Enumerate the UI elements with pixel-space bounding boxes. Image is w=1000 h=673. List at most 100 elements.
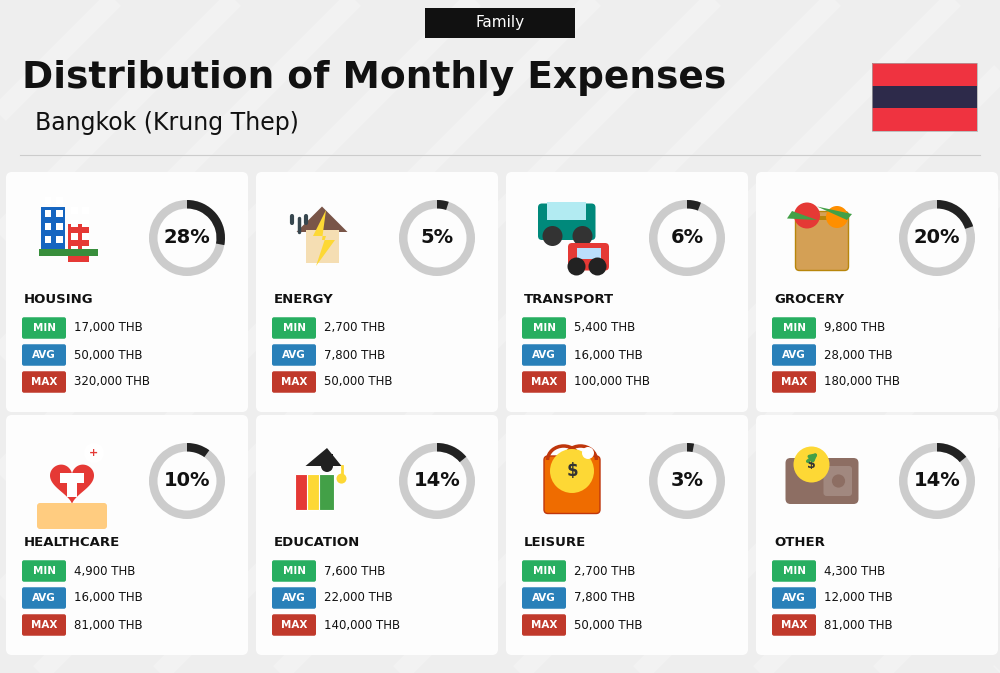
Text: 81,000 THB: 81,000 THB bbox=[74, 618, 143, 631]
Text: ENERGY: ENERGY bbox=[274, 293, 334, 306]
Wedge shape bbox=[649, 200, 725, 276]
Text: 28%: 28% bbox=[164, 229, 210, 248]
Text: MAX: MAX bbox=[31, 620, 57, 630]
Circle shape bbox=[582, 447, 594, 459]
Polygon shape bbox=[50, 464, 94, 504]
FancyBboxPatch shape bbox=[506, 415, 748, 655]
Text: $: $ bbox=[807, 458, 816, 471]
FancyBboxPatch shape bbox=[522, 560, 566, 581]
FancyBboxPatch shape bbox=[295, 474, 310, 509]
Wedge shape bbox=[149, 443, 225, 519]
Bar bbox=[82, 234, 88, 240]
Text: 10%: 10% bbox=[164, 472, 210, 491]
Circle shape bbox=[832, 474, 845, 488]
Text: MIN: MIN bbox=[283, 566, 306, 576]
Wedge shape bbox=[937, 200, 973, 229]
FancyBboxPatch shape bbox=[22, 614, 66, 636]
Circle shape bbox=[826, 206, 848, 228]
Bar bbox=[872, 63, 977, 131]
Text: 16,000 THB: 16,000 THB bbox=[574, 349, 643, 361]
Text: 81,000 THB: 81,000 THB bbox=[824, 618, 893, 631]
Text: 4,900 THB: 4,900 THB bbox=[74, 565, 135, 577]
Wedge shape bbox=[187, 200, 225, 245]
FancyBboxPatch shape bbox=[22, 588, 66, 609]
FancyBboxPatch shape bbox=[756, 415, 998, 655]
Text: Distribution of Monthly Expenses: Distribution of Monthly Expenses bbox=[22, 60, 726, 96]
Bar bbox=[45, 211, 51, 217]
Text: 7,600 THB: 7,600 THB bbox=[324, 565, 385, 577]
Bar bbox=[71, 221, 78, 227]
Text: 17,000 THB: 17,000 THB bbox=[74, 322, 143, 334]
Text: MIN: MIN bbox=[283, 323, 306, 333]
Text: MIN: MIN bbox=[32, 323, 56, 333]
FancyBboxPatch shape bbox=[37, 503, 107, 529]
Text: MAX: MAX bbox=[31, 377, 57, 387]
Text: 180,000 THB: 180,000 THB bbox=[824, 376, 900, 388]
Text: 3%: 3% bbox=[670, 472, 704, 491]
Text: AVG: AVG bbox=[282, 350, 306, 360]
FancyBboxPatch shape bbox=[772, 588, 816, 609]
FancyBboxPatch shape bbox=[506, 172, 748, 412]
Text: MIN: MIN bbox=[532, 566, 556, 576]
FancyBboxPatch shape bbox=[772, 371, 816, 393]
Bar bbox=[576, 248, 600, 259]
Bar bbox=[68, 225, 88, 262]
Bar bbox=[71, 207, 78, 214]
FancyBboxPatch shape bbox=[272, 345, 316, 365]
FancyBboxPatch shape bbox=[538, 203, 596, 240]
FancyBboxPatch shape bbox=[272, 371, 316, 393]
Text: 4,300 THB: 4,300 THB bbox=[824, 565, 885, 577]
Bar bbox=[321, 454, 333, 466]
Text: MIN: MIN bbox=[32, 566, 56, 576]
FancyBboxPatch shape bbox=[568, 243, 609, 271]
Text: MAX: MAX bbox=[531, 377, 557, 387]
FancyBboxPatch shape bbox=[272, 317, 316, 339]
Bar bbox=[558, 202, 574, 220]
Bar bbox=[82, 221, 88, 227]
Wedge shape bbox=[149, 200, 225, 276]
Bar bbox=[872, 108, 977, 131]
Wedge shape bbox=[399, 200, 475, 276]
Bar bbox=[570, 202, 586, 220]
Bar bbox=[82, 207, 88, 214]
Text: 5%: 5% bbox=[420, 229, 454, 248]
Polygon shape bbox=[313, 210, 335, 266]
FancyBboxPatch shape bbox=[319, 474, 334, 509]
Text: MAX: MAX bbox=[781, 620, 807, 630]
Text: 9,800 THB: 9,800 THB bbox=[824, 322, 885, 334]
FancyBboxPatch shape bbox=[544, 456, 600, 513]
Bar bbox=[872, 85, 977, 108]
Circle shape bbox=[794, 203, 820, 229]
Text: $: $ bbox=[566, 462, 578, 480]
Circle shape bbox=[84, 443, 104, 463]
Text: 140,000 THB: 140,000 THB bbox=[324, 618, 400, 631]
Polygon shape bbox=[297, 207, 348, 232]
Bar bbox=[56, 197, 62, 204]
Text: EDUCATION: EDUCATION bbox=[274, 536, 360, 549]
Text: 14%: 14% bbox=[914, 472, 960, 491]
Circle shape bbox=[542, 226, 562, 246]
Text: +: + bbox=[89, 448, 99, 458]
Polygon shape bbox=[306, 448, 342, 466]
Bar bbox=[800, 215, 844, 220]
Text: HOUSING: HOUSING bbox=[24, 293, 94, 306]
FancyBboxPatch shape bbox=[824, 466, 852, 496]
FancyBboxPatch shape bbox=[22, 317, 66, 339]
Text: 2,700 THB: 2,700 THB bbox=[324, 322, 385, 334]
Text: MAX: MAX bbox=[281, 377, 307, 387]
Circle shape bbox=[588, 258, 606, 275]
Text: Family: Family bbox=[475, 15, 525, 30]
Text: MAX: MAX bbox=[781, 377, 807, 387]
Bar bbox=[45, 223, 51, 230]
Bar bbox=[67, 475, 77, 497]
Wedge shape bbox=[437, 200, 449, 210]
FancyBboxPatch shape bbox=[22, 345, 66, 365]
FancyBboxPatch shape bbox=[756, 172, 998, 412]
Bar bbox=[872, 63, 977, 85]
Text: MIN: MIN bbox=[782, 323, 806, 333]
Wedge shape bbox=[687, 200, 701, 211]
Text: 320,000 THB: 320,000 THB bbox=[74, 376, 150, 388]
Wedge shape bbox=[399, 443, 475, 519]
FancyBboxPatch shape bbox=[6, 172, 248, 412]
FancyBboxPatch shape bbox=[522, 371, 566, 393]
